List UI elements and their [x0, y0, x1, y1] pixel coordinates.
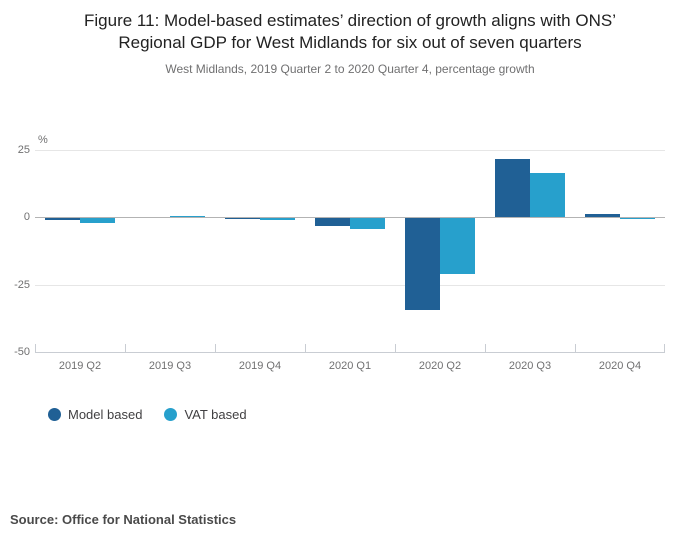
bar-vat-based-2019-q2	[80, 218, 115, 224]
x-axis-line	[35, 352, 665, 353]
x-axis-tick	[125, 344, 126, 352]
legend-item: Model based	[48, 407, 142, 422]
bar-model-based-2019-q2	[45, 218, 80, 221]
bar-model-based-2019-q4	[225, 218, 260, 220]
bar-model-based-2020-q2	[405, 218, 440, 310]
bar-vat-based-2020-q4	[620, 218, 655, 220]
legend-label: VAT based	[184, 407, 247, 422]
x-axis-category-label: 2020 Q1	[328, 360, 372, 372]
plot-area	[35, 150, 665, 353]
x-axis-tick	[305, 344, 306, 352]
bar-model-based-2020-q1	[315, 218, 350, 227]
y-axis-unit-label: %	[38, 134, 48, 146]
x-axis-category-label: 2019 Q2	[58, 360, 102, 372]
x-axis-category-label: 2020 Q3	[508, 360, 552, 372]
x-axis-tick	[35, 344, 36, 352]
x-axis-category-label: 2020 Q4	[598, 360, 642, 372]
chart-legend: Model based VAT based	[48, 407, 247, 422]
x-axis-category-label: 2019 Q4	[238, 360, 282, 372]
legend-dot-vat-based	[164, 408, 178, 421]
legend-item: VAT based	[164, 407, 247, 422]
y-axis-tick-label: -50	[14, 346, 30, 358]
bar-chart: % 25 0 -25 -50 2019 Q2 2019 Q3 2019 Q4 2020 Q1…	[0, 134, 700, 382]
x-axis-tick	[575, 344, 576, 352]
x-axis-tick	[395, 344, 396, 352]
x-axis-tick	[215, 344, 216, 352]
zero-line	[35, 217, 665, 219]
gridline	[35, 284, 665, 286]
bar-model-based-2020-q4	[585, 214, 620, 218]
y-axis-tick-label: -25	[14, 278, 30, 291]
bar-vat-based-2020-q3	[530, 172, 565, 218]
bar-model-based-2020-q3	[495, 159, 530, 218]
bar-vat-based-2020-q2	[440, 218, 475, 274]
legend-label: Model based	[68, 407, 143, 422]
figure-subtitle: West Midlands, 2019 Quarter 2 to 2020 Qu…	[165, 61, 535, 76]
x-axis-tick	[664, 344, 665, 352]
legend-dot-model-based	[48, 408, 61, 421]
source-note: Source: Office for National Statistics	[10, 512, 237, 527]
x-axis-tick	[485, 344, 486, 352]
x-axis-category-label: 2019 Q3	[148, 360, 192, 372]
bar-vat-based-2019-q3	[170, 216, 205, 218]
gridline	[35, 150, 665, 151]
y-axis-tick-label: 0	[23, 211, 30, 224]
x-axis-category-label: 2020 Q2	[418, 360, 462, 372]
y-axis-tick-label: 25	[17, 144, 30, 156]
figure-title: Figure 11: Model-based estimates’ direct…	[84, 11, 616, 53]
bar-vat-based-2019-q4	[260, 218, 295, 221]
bar-vat-based-2020-q1	[350, 218, 385, 229]
